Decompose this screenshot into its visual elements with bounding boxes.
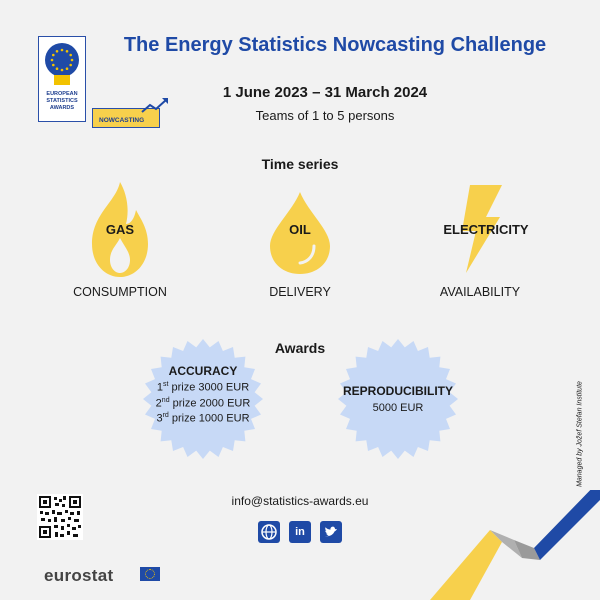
eurostat-logo-text: eurostat — [44, 566, 114, 585]
reproducibility-seal-icon — [338, 339, 458, 459]
reproducibility-award: REPRODUCIBILITY 5000 EUR — [333, 384, 463, 414]
lightning-icon — [462, 185, 502, 273]
prize-1-ord: 1 — [156, 381, 163, 394]
contact-email[interactable]: info@statistics-awards.eu — [231, 494, 369, 508]
badge-text: EUROPEAN STATISTICS AWARDS — [39, 91, 85, 112]
reproducibility-title: REPRODUCIBILITY — [342, 384, 453, 398]
accuracy-prize-3: 3rd prize 1000 EUR — [143, 412, 263, 425]
eu-flag-icon — [140, 567, 160, 581]
trend-arrow-icon — [141, 98, 168, 113]
prize-3-text: prize 1000 EUR — [171, 412, 250, 425]
electricity-label: ELECTRICITY — [443, 222, 529, 237]
badge-line-2: STATISTICS — [46, 98, 78, 104]
nowcasting-tag: NOWCASTING — [92, 108, 160, 128]
page-title: The Energy Statistics Nowcasting Challen… — [123, 34, 547, 56]
nowcasting-label: NOWCASTING — [99, 117, 145, 124]
oil-sub: DELIVERY — [269, 285, 331, 299]
oil-drop-icon — [270, 192, 330, 274]
gas-label: GAS — [105, 222, 135, 237]
reproducibility-amount: 5000 EUR — [372, 402, 424, 414]
badge-line-1: EUROPEAN — [46, 91, 78, 97]
flame-icon — [92, 182, 148, 277]
prize-1-sup: st — [162, 381, 169, 388]
accuracy-award: ACCURACY 1st prize 3000 EUR 2nd prize 20… — [143, 364, 263, 425]
electricity-sub: AVAILABILITY — [439, 285, 521, 299]
european-statistics-awards-logo: EUROPEAN STATISTICS AWARDS — [38, 36, 86, 122]
linkedin-glyph: in — [295, 526, 305, 538]
oil-label: OIL — [289, 222, 311, 237]
managed-by-text: Managed by Jožef Stefan Institute — [576, 381, 584, 487]
awards-heading: Awards — [274, 340, 326, 356]
linkedin-icon[interactable]: in — [289, 521, 311, 543]
prize-3-sup: rd — [162, 412, 169, 420]
prize-2-text: prize 2000 EUR — [172, 397, 251, 410]
globe-icon[interactable] — [258, 521, 280, 543]
time-series-heading: Time series — [261, 156, 339, 172]
decorative-ribbon-graphic — [430, 490, 600, 600]
prize-1-text: prize 3000 EUR — [171, 381, 250, 394]
challenge-dates: 1 June 2023 – 31 March 2024 — [222, 84, 428, 101]
accuracy-title: ACCURACY — [168, 364, 238, 378]
team-size: Teams of 1 to 5 persons — [255, 108, 395, 123]
managed-by-note: Managed by Jožef Stefan Institute — [573, 378, 587, 490]
accuracy-prize-2: 2nd prize 2000 EUR — [143, 397, 263, 410]
gas-sub: CONSUMPTION — [73, 285, 167, 299]
eu-stars-icon — [45, 43, 79, 77]
medal-ribbon-icon — [54, 75, 70, 85]
accuracy-prize-1: 1st prize 3000 EUR — [143, 381, 263, 394]
prize-2-sup: nd — [161, 396, 170, 404]
badge-line-3: AWARDS — [49, 105, 75, 111]
prize-2-ord: 2 — [155, 397, 162, 410]
accuracy-seal-icon — [143, 339, 263, 459]
twitter-icon[interactable] — [320, 521, 342, 543]
prize-3-ord: 3 — [156, 412, 163, 425]
qr-code-icon[interactable] — [37, 494, 83, 540]
